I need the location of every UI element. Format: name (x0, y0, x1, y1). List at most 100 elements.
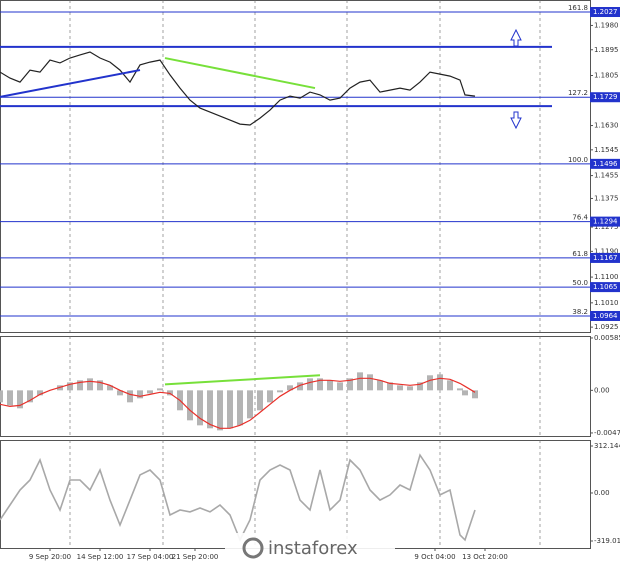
histogram-bar (407, 386, 413, 391)
histogram-bar (87, 378, 93, 391)
histogram-bar (417, 382, 423, 391)
y-tick-label: 0.00 (594, 386, 610, 394)
histogram-bar (7, 390, 13, 406)
fib-ratio: 100.0 (568, 156, 588, 164)
y-tick-label: 0.00585 (594, 334, 620, 342)
trend-line (0, 69, 141, 98)
level-label: 1.1065 (593, 283, 618, 291)
fib-ratio: 38.2 (572, 308, 588, 316)
trend-line (164, 374, 321, 386)
histogram-bar (437, 374, 443, 391)
histogram-bar (37, 390, 43, 396)
y-tick-label: 1.1190 (594, 247, 619, 255)
histogram-bar (317, 378, 323, 391)
histogram-bar (277, 390, 283, 393)
x-tick-label: 13 Oct 20:00 (462, 553, 508, 561)
y-tick-label: 1.1010 (594, 299, 619, 307)
fib-ratio: 61.8 (572, 250, 588, 258)
histogram-bar (107, 385, 113, 391)
histogram-bar (287, 385, 293, 391)
x-tick-label: 9 Oct 04:00 (414, 553, 455, 561)
y-tick-label: 1.1895 (594, 46, 619, 54)
level-badge (590, 282, 620, 293)
histogram-bar (447, 380, 453, 391)
histogram-bar (462, 390, 468, 396)
y-tick-label: 1.1980 (594, 21, 619, 29)
level-badge (590, 310, 620, 321)
arrow-down (510, 111, 522, 130)
histogram-bar (27, 390, 33, 403)
trend-line (164, 57, 316, 90)
level-badge (590, 216, 620, 227)
histogram-bar (197, 390, 203, 426)
fib-ratio: 127.2 (568, 89, 588, 97)
histogram-bar (77, 380, 83, 391)
histogram-bar (267, 390, 273, 403)
level-label: 1.2027 (593, 8, 618, 16)
y-tick-label: 1.1630 (594, 122, 619, 130)
histogram-bar (457, 388, 463, 391)
histogram-bar (397, 385, 403, 391)
arrow-up (510, 28, 522, 47)
y-tick-label: 1.1545 (594, 146, 619, 154)
y-tick-label: 1.1455 (594, 172, 619, 180)
panel-frame (0, 336, 591, 437)
y-tick-label: 1.1805 (594, 71, 619, 79)
level-label: 1.1729 (593, 93, 618, 101)
histogram-bar (97, 380, 103, 391)
histogram-bar (347, 378, 353, 391)
histogram-bar (367, 374, 373, 391)
y-tick-label: 0.00 (594, 489, 610, 497)
x-tick-label: 17 Sep 04:00 (127, 553, 174, 561)
y-tick-label: 1.1275 (594, 223, 619, 231)
level-label: 1.1294 (593, 218, 618, 226)
histogram-bar (357, 372, 363, 391)
level-label: 1.1496 (593, 160, 618, 168)
histogram-bar (257, 390, 263, 411)
y-tick-label: 1.1100 (594, 273, 619, 281)
level-badge (590, 252, 620, 263)
level-label: 1.0964 (593, 312, 618, 320)
y-tick-label: 1.1375 (594, 194, 619, 202)
histogram-bar (0, 390, 3, 403)
level-label: 1.1167 (593, 254, 618, 262)
x-tick-label: 21 Sep 20:00 (172, 553, 219, 561)
x-tick-label: 14 Sep 12:00 (77, 553, 124, 561)
histogram-bar (337, 382, 343, 391)
watermark-logo (242, 537, 264, 559)
histogram-bar (237, 390, 243, 426)
fib-ratio: 76.4 (572, 214, 588, 222)
histogram-bar (377, 380, 383, 391)
level-badge (590, 92, 620, 103)
histogram-bar (117, 390, 123, 396)
y-tick-label: 312.1442 (594, 442, 620, 450)
fib-ratio: 161.8 (568, 4, 588, 12)
histogram-bar (127, 390, 133, 403)
histogram-bar (427, 375, 433, 391)
series-line (0, 51, 476, 126)
histogram-bar (327, 380, 333, 391)
histogram-bar (147, 390, 153, 394)
histogram-bar (187, 390, 193, 421)
fib-ratio: 50.0 (572, 279, 588, 287)
y-tick-label: -0.00476 (594, 429, 620, 437)
histogram-bar (472, 390, 478, 399)
level-badge (590, 158, 620, 169)
histogram-bar (137, 390, 143, 399)
histogram-bar (157, 388, 163, 391)
histogram-bar (67, 382, 73, 391)
histogram-bar (217, 390, 223, 431)
series-line (0, 377, 476, 429)
histogram-bar (247, 390, 253, 419)
watermark: instaforex (268, 538, 358, 559)
level-badge (590, 7, 620, 18)
histogram-bar (17, 390, 23, 409)
y-tick-label: 1.0925 (594, 323, 619, 331)
histogram-bar (307, 378, 313, 391)
x-tick-label: 9 Sep 20:00 (29, 553, 71, 561)
y-tick-label: -319.011 (594, 537, 620, 545)
histogram-bar (387, 382, 393, 391)
histogram-bar (227, 390, 233, 429)
